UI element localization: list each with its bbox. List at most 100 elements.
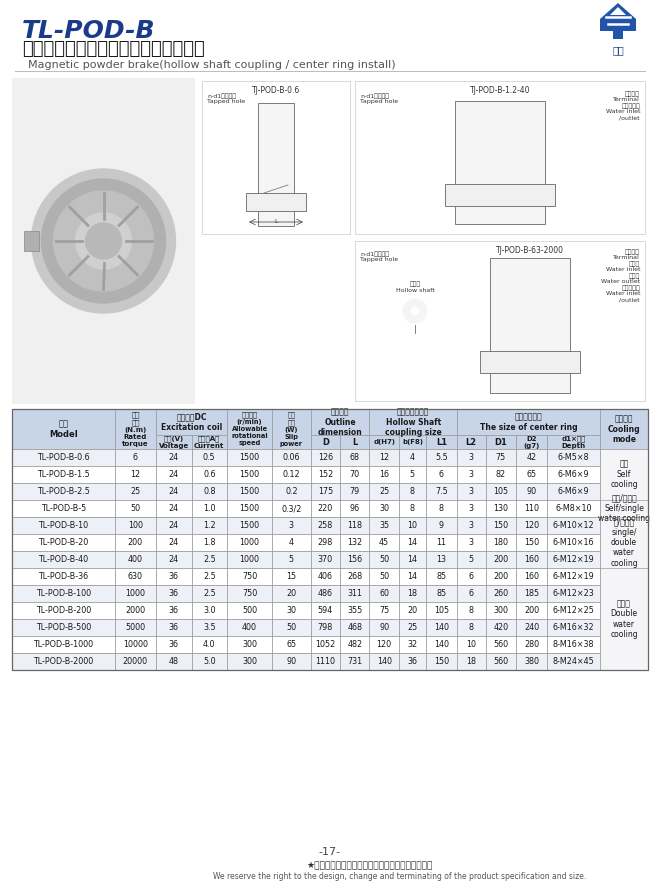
Text: 5.5: 5.5 [435, 453, 447, 462]
Bar [340, 435, 370, 449]
Text: 6-M12×19: 6-M12×19 [553, 572, 595, 581]
Text: 258: 258 [317, 521, 333, 530]
Bar [547, 466, 600, 483]
Bar [486, 602, 517, 619]
Bar [547, 449, 600, 466]
Text: L: L [275, 219, 278, 224]
Bar [340, 602, 370, 619]
Bar [156, 551, 191, 568]
Text: 200: 200 [494, 555, 509, 564]
Text: 355: 355 [347, 606, 362, 615]
Text: 13: 13 [436, 555, 446, 564]
Bar [115, 619, 156, 636]
Bar [311, 534, 340, 551]
Bar [340, 466, 370, 483]
Text: 4.0: 4.0 [203, 640, 216, 649]
Text: 接線端子
Terminal: 接線端子 Terminal [613, 91, 640, 102]
Text: 自冷/單水冷
Self/single
water cooling: 自冷/單水冷 Self/single water cooling [598, 494, 650, 523]
Text: 15: 15 [286, 572, 296, 581]
Bar [12, 500, 115, 517]
Bar [547, 568, 600, 585]
Text: 268: 268 [347, 572, 362, 581]
Bar [399, 517, 426, 534]
Bar [115, 653, 156, 670]
Circle shape [53, 191, 154, 291]
Bar [227, 500, 272, 517]
Bar [370, 602, 399, 619]
Text: 20: 20 [407, 606, 418, 615]
Text: 42: 42 [527, 453, 537, 462]
Bar [457, 466, 486, 483]
Text: 14: 14 [407, 572, 417, 581]
Bar [311, 483, 340, 500]
Bar [115, 483, 156, 500]
Bar [115, 568, 156, 585]
Text: 200: 200 [494, 572, 509, 581]
Bar [547, 619, 600, 636]
Text: 型號
Model: 型號 Model [49, 419, 78, 439]
Text: 6-M6×9: 6-M6×9 [558, 470, 589, 479]
Text: 420: 420 [494, 623, 509, 632]
Text: 24: 24 [169, 521, 179, 530]
Text: 406: 406 [318, 572, 333, 581]
Bar [311, 636, 340, 653]
Text: 156: 156 [347, 555, 362, 564]
Text: 560: 560 [494, 640, 509, 649]
Bar [457, 585, 486, 602]
Text: 8: 8 [410, 487, 415, 496]
Text: n-d1固定螺孔
Tapped hole: n-d1固定螺孔 Tapped hole [360, 251, 398, 263]
Text: 140: 140 [434, 640, 449, 649]
Bar [517, 534, 547, 551]
Text: 3: 3 [469, 470, 474, 479]
Bar [340, 568, 370, 585]
Bar [191, 517, 227, 534]
Bar [311, 653, 340, 670]
Bar [227, 466, 272, 483]
Bar [457, 568, 486, 585]
Bar [115, 466, 156, 483]
Bar [227, 585, 272, 602]
Bar [115, 602, 156, 619]
Bar [191, 653, 227, 670]
Bar [370, 568, 399, 585]
Text: 132: 132 [347, 538, 362, 547]
Text: L: L [352, 437, 357, 446]
Bar [156, 409, 227, 435]
Circle shape [86, 223, 121, 259]
Bar [426, 585, 457, 602]
Text: 1.2: 1.2 [203, 521, 216, 530]
Text: 4: 4 [289, 538, 294, 547]
Text: 24: 24 [169, 487, 179, 496]
Bar [115, 409, 156, 449]
Bar [399, 449, 426, 466]
Bar [272, 602, 311, 619]
Text: 300: 300 [494, 606, 508, 615]
Text: 1000: 1000 [240, 555, 259, 564]
Bar [115, 517, 156, 534]
Bar [227, 483, 272, 500]
Bar [399, 534, 426, 551]
Text: 6-M5×8: 6-M5×8 [558, 453, 589, 462]
Bar [547, 435, 600, 449]
Bar [311, 449, 340, 466]
Text: TL-POD-B-100: TL-POD-B-100 [36, 589, 91, 598]
Bar [272, 585, 311, 602]
Text: 6: 6 [133, 453, 138, 462]
Text: 6: 6 [439, 470, 444, 479]
Text: TL-POD-B-10: TL-POD-B-10 [38, 521, 88, 530]
Bar [227, 653, 272, 670]
Text: 85: 85 [436, 589, 446, 598]
Bar [272, 517, 311, 534]
Bar [191, 568, 227, 585]
Bar [227, 551, 272, 568]
Bar [457, 449, 486, 466]
Bar [12, 568, 115, 585]
Bar [12, 517, 115, 534]
Text: 24: 24 [169, 470, 179, 479]
Text: TL-POD-B-2000: TL-POD-B-2000 [33, 657, 94, 666]
Bar [547, 534, 600, 551]
Text: 140: 140 [434, 623, 449, 632]
Text: 進、出水口
Water inlet
/outlet: 進、出水口 Water inlet /outlet [605, 103, 640, 120]
Bar [517, 466, 547, 483]
Bar [340, 500, 370, 517]
